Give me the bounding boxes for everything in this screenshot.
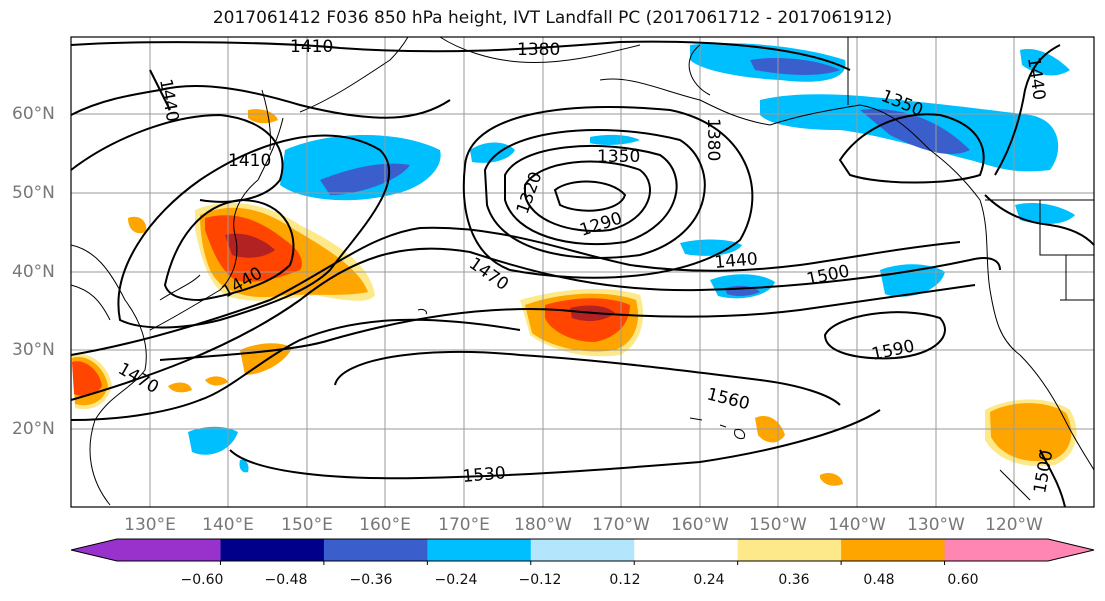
lat-label: 50°N: [12, 183, 55, 203]
contour-label: 1380: [703, 118, 723, 161]
colorbar-segment: [71, 539, 221, 561]
map-frame: [70, 36, 1095, 508]
lon-label: 170°W: [592, 515, 650, 535]
lon-label: 150°E: [281, 515, 333, 535]
lat-label: 30°N: [12, 340, 55, 360]
colorbar-segment: [530, 539, 635, 561]
colorbar-tick-label: 0.60: [947, 572, 979, 588]
colorbar-ticks: [219, 561, 946, 565]
colorbar-tick-label: −0.24: [434, 572, 478, 588]
lon-label: 140°E: [202, 515, 254, 535]
colorbar-segment: [427, 539, 532, 561]
contour-label: 1410: [290, 37, 333, 57]
lon-label: 120°W: [985, 515, 1043, 535]
lon-label: 180°W: [514, 515, 572, 535]
lon-label: 130°E: [124, 515, 176, 535]
colorbar-tick-label: −0.36: [349, 572, 393, 588]
colorbar-tick-label: 0.36: [778, 572, 810, 588]
contour-label: 1380: [517, 40, 560, 60]
colorbar-tick-label: 0.48: [863, 572, 895, 588]
lat-label: 20°N: [12, 419, 55, 439]
lon-label: 170°E: [438, 515, 490, 535]
lon-label: 130°W: [907, 515, 965, 535]
contour-label: 1410: [228, 151, 271, 171]
colorbar-tick-label: −0.48: [264, 572, 308, 588]
lat-label: 60°N: [12, 104, 55, 124]
height-contours: [70, 40, 1095, 508]
colorbar-segment: [220, 539, 325, 561]
colorbar-segment: [323, 539, 428, 561]
colorbar-tick-label: −0.60: [180, 572, 224, 588]
contour-label: 1350: [597, 147, 640, 167]
contour-label: 1530: [462, 463, 507, 487]
colorbar-segment: [737, 539, 842, 561]
map-title: 2017061412 F036 850 hPa height, IVT Land…: [212, 8, 893, 28]
colorbar-tick-label: 0.24: [693, 572, 725, 588]
colorbar-segment: [944, 539, 1094, 561]
lon-label: 140°W: [828, 515, 886, 535]
colorbar-segment: [634, 539, 739, 561]
coastlines: [70, 36, 1095, 506]
colorbar-segment: [841, 539, 946, 561]
colorbar-tick-label: −0.12: [518, 572, 562, 588]
positive-anomaly-shading: [72, 109, 1077, 486]
lon-label: 160°W: [671, 515, 729, 535]
colorbar-outline: [70, 538, 1095, 562]
lat-label: 40°N: [12, 262, 55, 282]
colorbar-segments: [71, 539, 1094, 561]
colorbar-tick-label: 0.12: [609, 572, 641, 588]
lon-label: 150°W: [749, 515, 807, 535]
lon-label: 160°E: [359, 515, 411, 535]
contour-label: 1440: [714, 249, 759, 273]
